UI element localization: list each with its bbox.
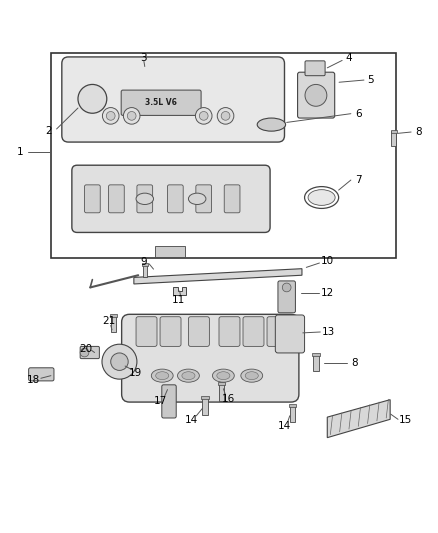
Circle shape xyxy=(127,111,136,120)
Bar xyxy=(202,398,208,415)
FancyBboxPatch shape xyxy=(160,317,181,346)
FancyBboxPatch shape xyxy=(305,61,325,76)
Circle shape xyxy=(217,108,234,124)
Bar xyxy=(143,264,147,277)
Bar xyxy=(218,382,225,385)
Ellipse shape xyxy=(136,193,153,205)
Bar xyxy=(312,353,320,356)
FancyBboxPatch shape xyxy=(278,281,295,313)
Bar xyxy=(313,354,318,371)
FancyBboxPatch shape xyxy=(267,317,288,346)
FancyBboxPatch shape xyxy=(85,185,100,213)
FancyBboxPatch shape xyxy=(297,72,335,118)
Circle shape xyxy=(305,84,327,106)
Ellipse shape xyxy=(155,372,169,379)
Text: 5: 5 xyxy=(367,75,374,85)
FancyBboxPatch shape xyxy=(137,185,152,213)
Circle shape xyxy=(283,283,291,292)
Bar xyxy=(391,130,397,133)
Text: 11: 11 xyxy=(172,295,185,305)
Ellipse shape xyxy=(308,190,335,205)
Text: 16: 16 xyxy=(222,394,235,404)
Polygon shape xyxy=(327,400,390,438)
FancyBboxPatch shape xyxy=(155,246,185,257)
Ellipse shape xyxy=(217,372,230,379)
Circle shape xyxy=(124,108,140,124)
Circle shape xyxy=(106,111,115,120)
FancyBboxPatch shape xyxy=(72,165,270,232)
Text: 3: 3 xyxy=(141,53,147,63)
FancyBboxPatch shape xyxy=(122,314,299,402)
FancyBboxPatch shape xyxy=(224,185,240,213)
Circle shape xyxy=(102,108,119,124)
Bar xyxy=(110,314,117,317)
Bar xyxy=(111,316,116,333)
FancyBboxPatch shape xyxy=(136,317,157,346)
FancyBboxPatch shape xyxy=(109,185,124,213)
FancyBboxPatch shape xyxy=(121,90,201,116)
Text: 17: 17 xyxy=(153,396,167,406)
Text: 3.5L V6: 3.5L V6 xyxy=(145,98,177,107)
Text: 4: 4 xyxy=(346,53,353,63)
FancyBboxPatch shape xyxy=(62,57,285,142)
FancyBboxPatch shape xyxy=(196,185,212,213)
Text: 8: 8 xyxy=(416,127,422,137)
Circle shape xyxy=(199,111,208,120)
Text: 9: 9 xyxy=(141,257,147,267)
Text: 20: 20 xyxy=(79,344,92,353)
Text: 14: 14 xyxy=(278,421,291,431)
Bar xyxy=(142,263,148,265)
FancyBboxPatch shape xyxy=(167,185,183,213)
Text: 18: 18 xyxy=(27,375,40,385)
Ellipse shape xyxy=(212,369,234,382)
FancyBboxPatch shape xyxy=(80,346,99,359)
Circle shape xyxy=(102,344,137,379)
FancyBboxPatch shape xyxy=(276,315,304,353)
Bar xyxy=(290,406,295,422)
Bar xyxy=(392,131,396,146)
FancyBboxPatch shape xyxy=(188,317,209,346)
Text: 14: 14 xyxy=(185,415,198,425)
Ellipse shape xyxy=(245,372,258,379)
Text: 13: 13 xyxy=(321,327,335,337)
Bar xyxy=(289,404,296,407)
Text: 2: 2 xyxy=(46,126,52,136)
Ellipse shape xyxy=(257,118,286,131)
FancyBboxPatch shape xyxy=(243,317,264,346)
Ellipse shape xyxy=(182,372,195,379)
Text: 12: 12 xyxy=(321,288,334,298)
FancyBboxPatch shape xyxy=(219,317,240,346)
Circle shape xyxy=(111,353,128,370)
FancyBboxPatch shape xyxy=(162,385,176,418)
Text: 1: 1 xyxy=(17,147,24,157)
Ellipse shape xyxy=(177,369,199,382)
Circle shape xyxy=(221,111,230,120)
Text: 19: 19 xyxy=(128,368,142,377)
Ellipse shape xyxy=(241,369,263,382)
Circle shape xyxy=(80,348,89,357)
Circle shape xyxy=(78,84,107,113)
Text: 7: 7 xyxy=(355,175,362,185)
Ellipse shape xyxy=(151,369,173,382)
FancyBboxPatch shape xyxy=(28,368,54,381)
Polygon shape xyxy=(173,287,186,295)
Polygon shape xyxy=(134,269,302,284)
Bar xyxy=(201,396,208,399)
Ellipse shape xyxy=(188,193,206,205)
Text: 10: 10 xyxy=(321,256,334,266)
Text: 15: 15 xyxy=(399,415,413,425)
Text: 6: 6 xyxy=(355,109,362,119)
Text: 21: 21 xyxy=(102,316,116,326)
Bar xyxy=(51,53,396,258)
Bar xyxy=(219,384,224,400)
Text: 8: 8 xyxy=(351,358,358,368)
Circle shape xyxy=(195,108,212,124)
